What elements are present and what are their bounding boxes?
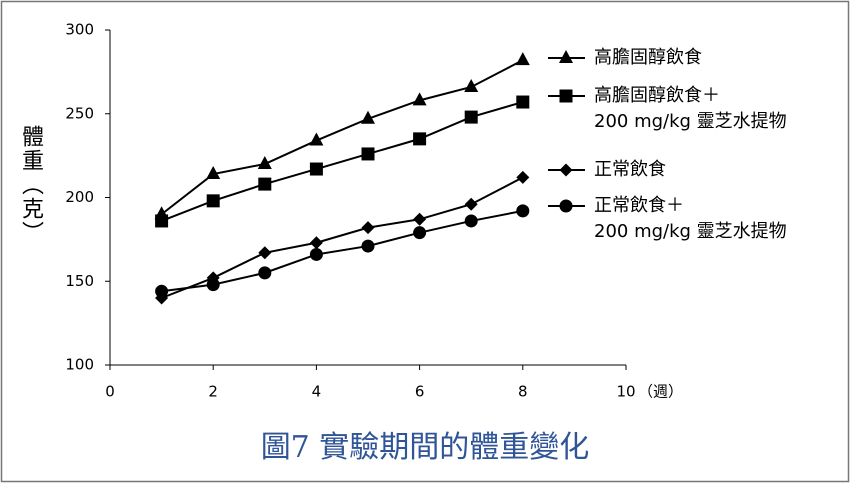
marker	[516, 204, 530, 218]
y-tick-label: 100	[65, 356, 94, 374]
marker	[361, 147, 375, 161]
legend-label: 高膽固醇飲食＋ 200 mg/kg 靈芝水提物	[594, 85, 787, 132]
marker	[309, 132, 324, 146]
marker	[559, 199, 573, 213]
marker	[258, 266, 272, 280]
x-tick-label: 8	[518, 383, 528, 401]
marker	[309, 247, 323, 261]
x-tick-label: 4	[312, 383, 322, 401]
x-tick-label: 10	[616, 383, 635, 401]
marker	[515, 52, 530, 66]
marker	[206, 194, 220, 208]
marker	[559, 50, 573, 63]
y-tick-label: 250	[65, 104, 94, 122]
marker	[258, 177, 272, 191]
marker	[361, 239, 375, 253]
marker	[464, 78, 479, 92]
marker	[155, 284, 169, 298]
chart-title: 圖7 實驗期間的體重變化	[260, 430, 590, 465]
marker	[464, 214, 478, 228]
marker	[155, 214, 169, 228]
marker	[464, 197, 478, 211]
marker	[559, 163, 573, 177]
legend-label: 正常飲食＋ 200 mg/kg 靈芝水提物	[594, 195, 787, 242]
y-tick-label: 300	[65, 21, 94, 39]
marker	[413, 226, 427, 240]
marker	[206, 278, 220, 292]
marker	[309, 162, 323, 176]
marker	[361, 110, 375, 124]
series-line	[161, 176, 524, 299]
marker	[413, 212, 427, 226]
legend-label: 正常飲食	[594, 159, 666, 180]
marker	[464, 110, 478, 124]
y-tick-label: 200	[65, 188, 94, 206]
marker	[412, 92, 427, 106]
legend-label: 高膽固醇飲食	[594, 47, 702, 68]
marker	[258, 246, 272, 260]
y-axis-label: 體重（克）	[18, 125, 43, 245]
marker	[559, 89, 573, 103]
series-line	[161, 101, 524, 222]
marker	[309, 236, 323, 250]
x-tick-label: 2	[208, 383, 218, 401]
marker	[361, 221, 375, 235]
series-line	[160, 59, 524, 216]
marker	[516, 170, 530, 184]
x-axis-label: （週）	[638, 383, 683, 401]
marker	[413, 132, 427, 146]
x-tick-label: 0	[105, 383, 115, 401]
marker	[516, 95, 530, 109]
series-line	[161, 209, 523, 293]
y-tick-label: 150	[65, 272, 94, 290]
marker	[206, 166, 221, 180]
marker	[257, 156, 272, 169]
x-tick-label: 6	[415, 383, 425, 401]
